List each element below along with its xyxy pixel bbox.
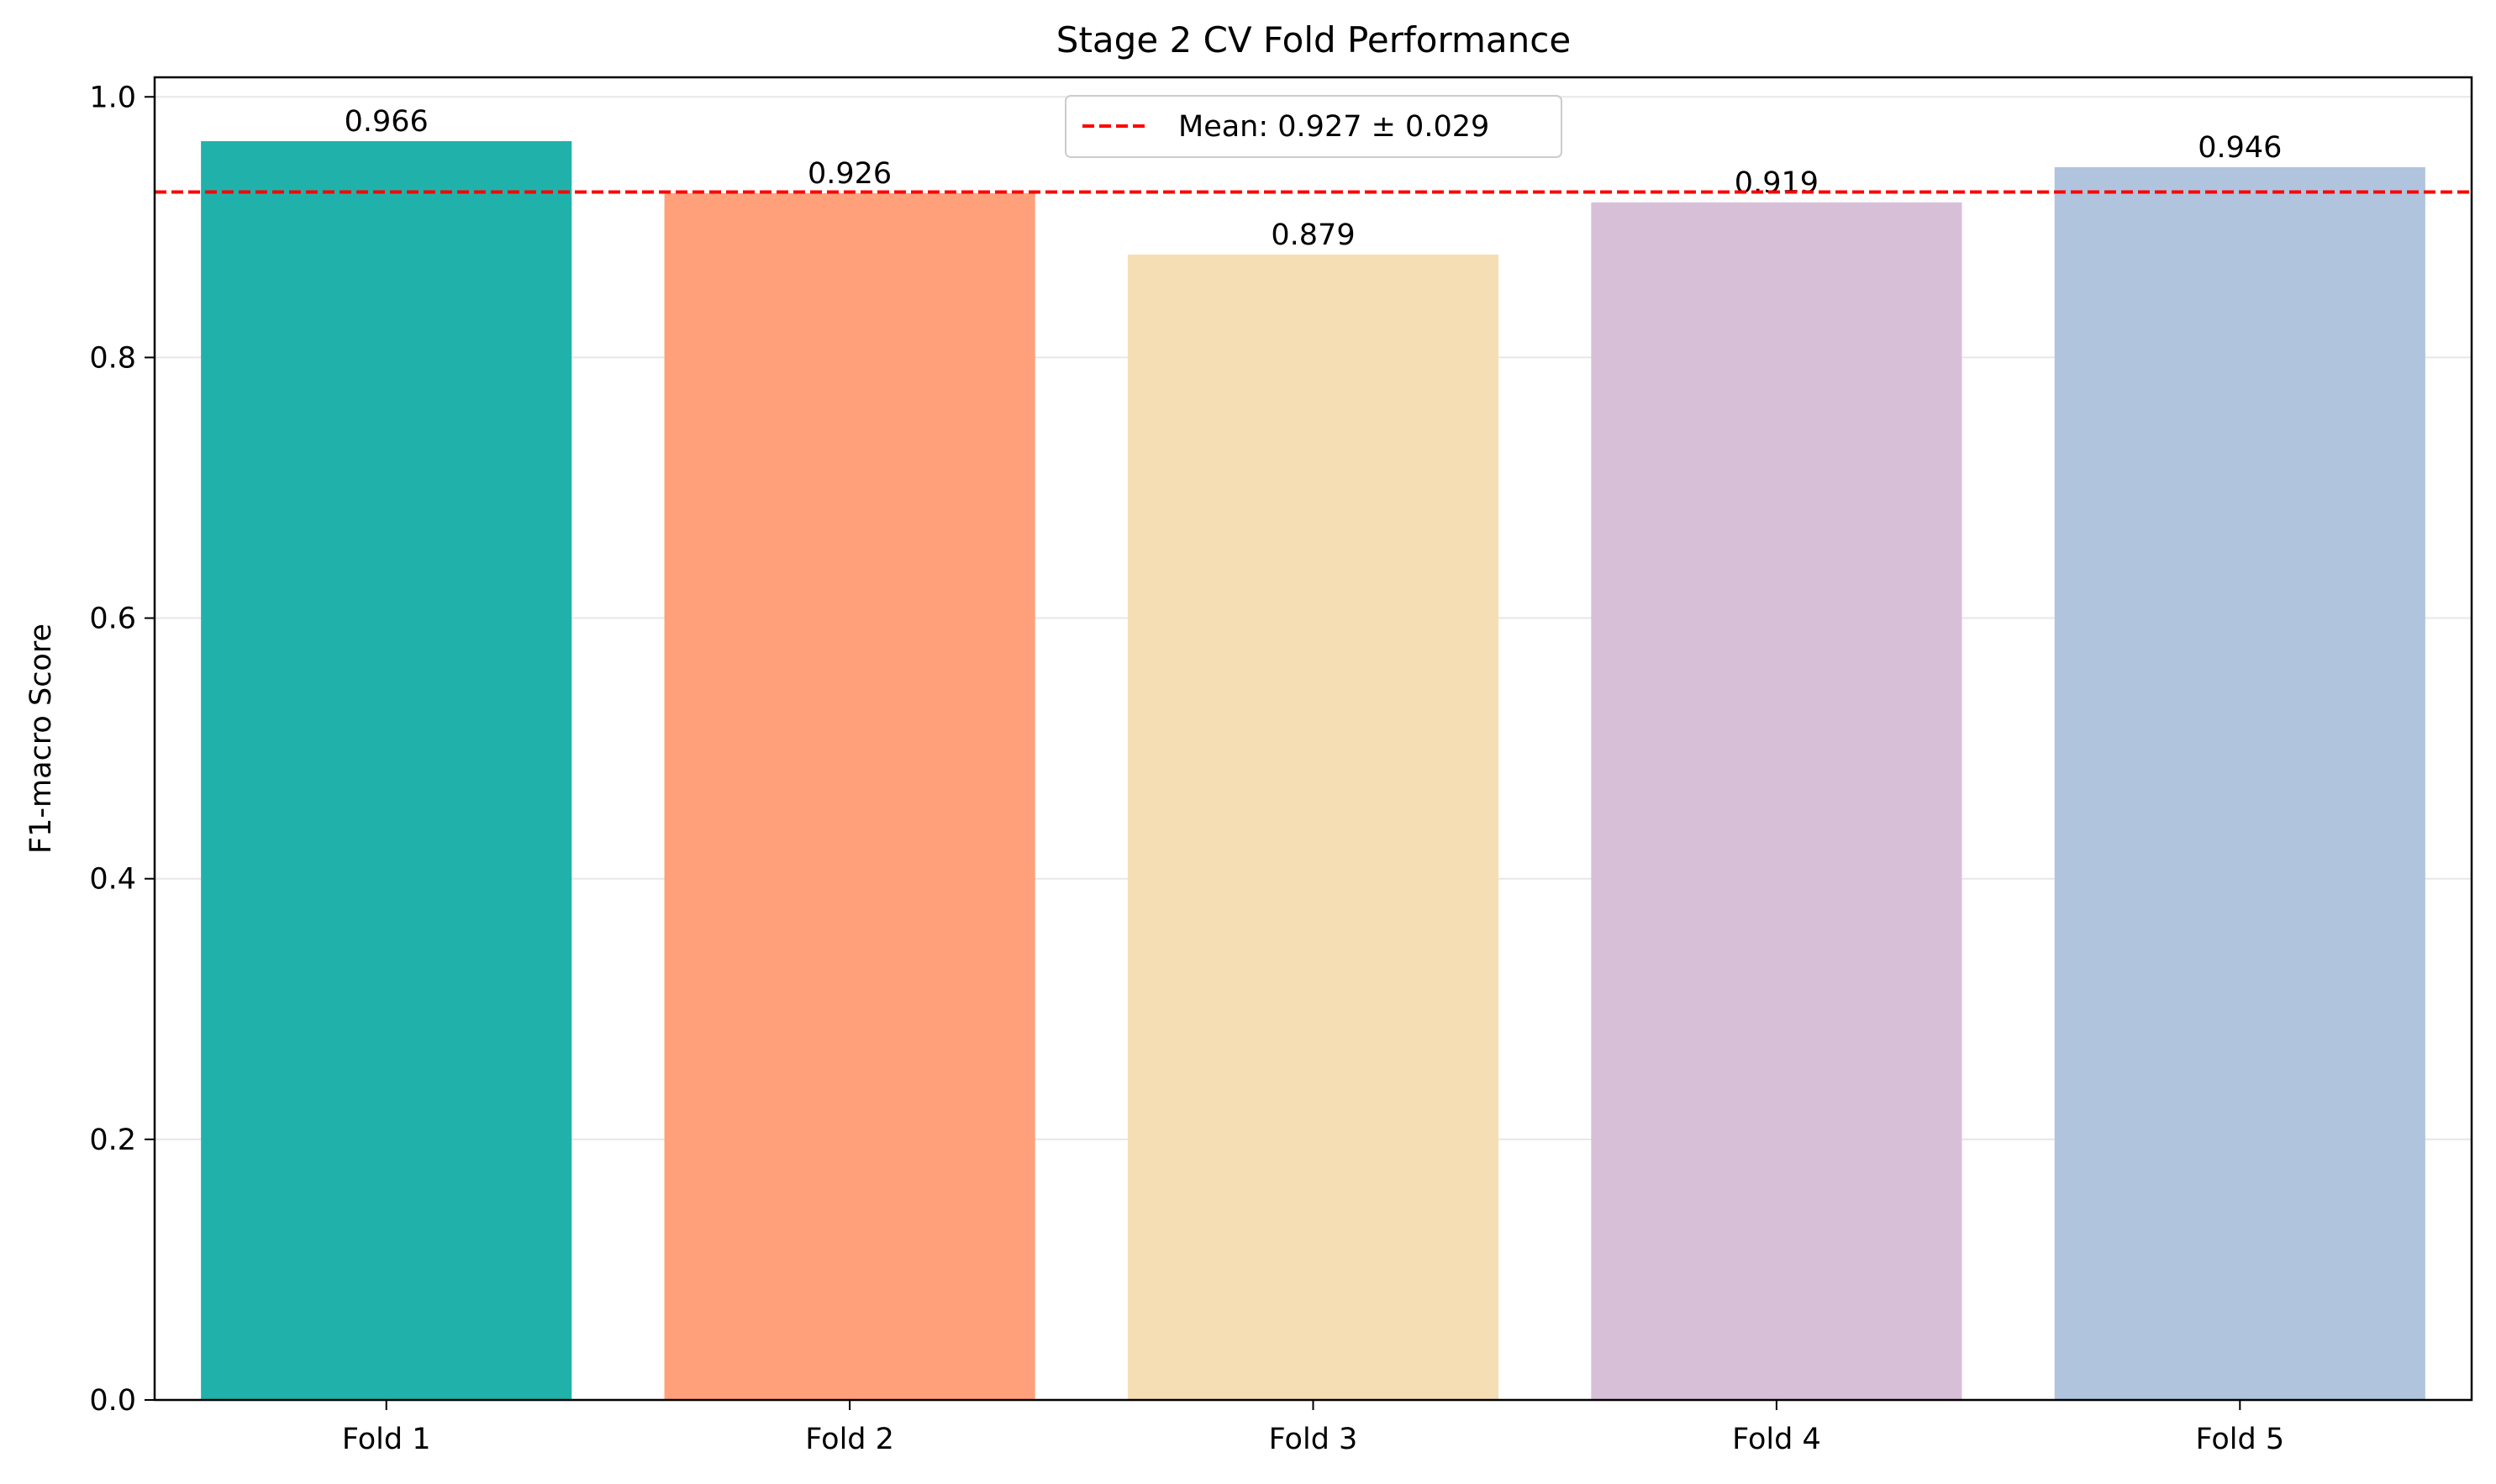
y-tick-label: 0.4 — [89, 863, 136, 897]
bar-value-label: 0.879 — [1271, 218, 1355, 252]
y-tick-label: 0.8 — [89, 341, 136, 375]
y-axis-label: F1-macro Score — [24, 624, 58, 854]
legend-entry-mean: Mean: 0.927 ± 0.029 — [1178, 110, 1489, 144]
bar-value-label: 0.966 — [345, 105, 429, 139]
bar-value-label: 0.919 — [1735, 166, 1819, 200]
legend-box — [1065, 95, 1562, 158]
y-tick-label: 1.0 — [89, 81, 136, 114]
x-axis: Fold 1 Fold 2 Fold 3 Fold 4 Fold 5 — [342, 1400, 2284, 1456]
bar-fold-4[interactable] — [1591, 202, 1962, 1400]
y-axis: 0.0 0.2 0.4 0.6 0.8 1.0 — [89, 81, 155, 1418]
x-tick-label: Fold 3 — [1269, 1423, 1358, 1456]
x-tick-label: Fold 4 — [1732, 1423, 1821, 1456]
x-tick-label: Fold 1 — [342, 1423, 431, 1456]
chart-title: Stage 2 CV Fold Performance — [1056, 19, 1571, 61]
y-tick-label: 0.6 — [89, 603, 136, 636]
y-tick-label: 0.2 — [89, 1124, 136, 1157]
bar-fold-3[interactable] — [1127, 254, 1499, 1400]
x-tick-label: Fold 5 — [2195, 1423, 2284, 1456]
bar-value-label: 0.946 — [2198, 131, 2282, 165]
bar-fold-2[interactable] — [664, 193, 1035, 1401]
bar-value-label: 0.926 — [808, 157, 892, 191]
y-tick-label: 0.0 — [89, 1384, 136, 1418]
bars: 0.966 0.926 0.879 0.919 0.946 — [201, 105, 2425, 1401]
x-tick-label: Fold 2 — [805, 1423, 894, 1456]
legend[interactable]: Mean: 0.927 ± 0.029 — [1065, 95, 1562, 158]
bar-fold-1[interactable] — [201, 140, 572, 1400]
bar-fold-5[interactable] — [2054, 167, 2425, 1401]
